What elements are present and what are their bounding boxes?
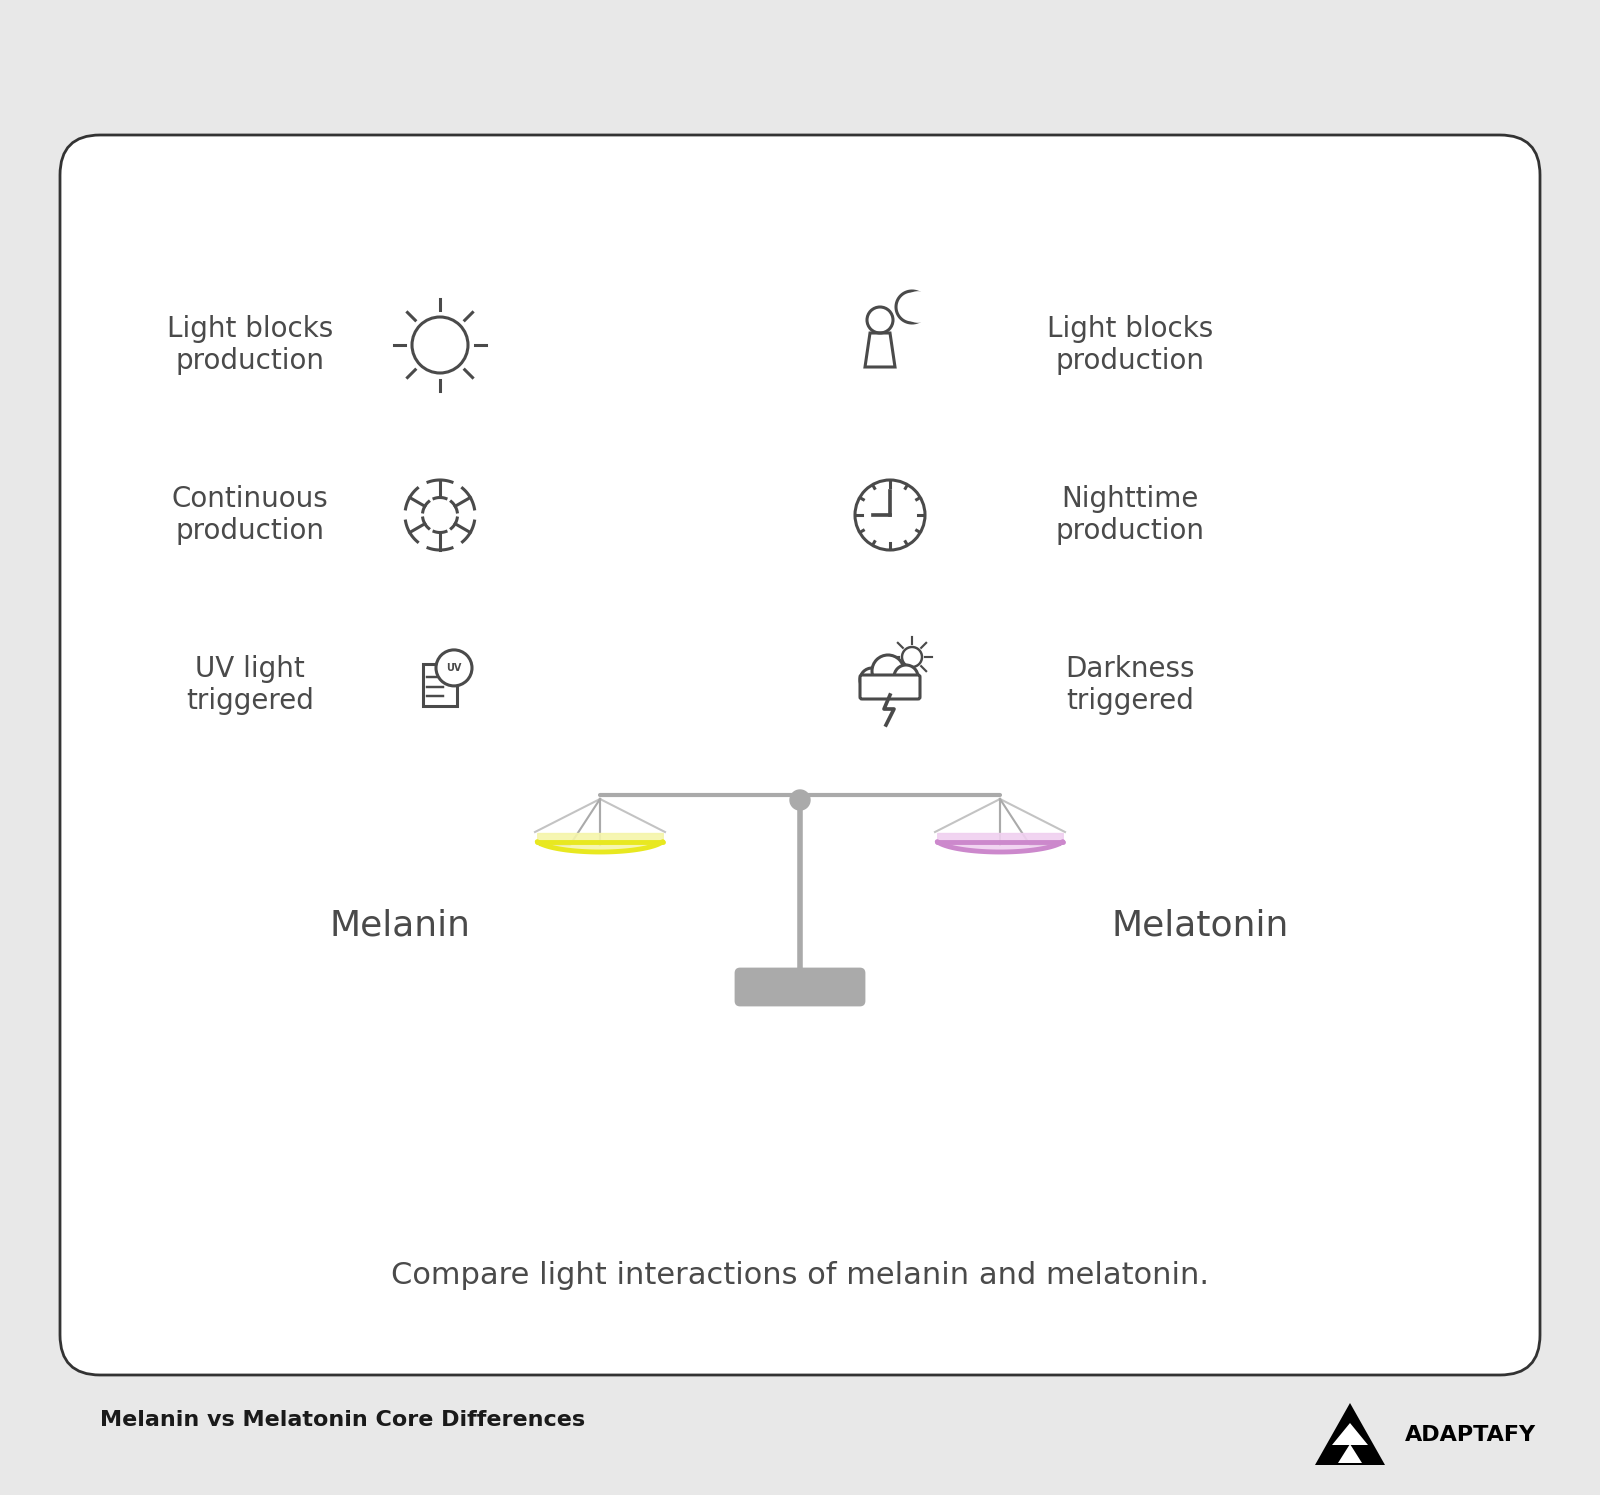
- Text: UV light
triggered: UV light triggered: [186, 655, 314, 715]
- Polygon shape: [1331, 1423, 1368, 1446]
- Text: Darkness
triggered: Darkness triggered: [1066, 655, 1195, 715]
- Text: Nighttime
production: Nighttime production: [1056, 484, 1205, 546]
- Text: Melanin vs Melatonin Core Differences: Melanin vs Melatonin Core Differences: [99, 1410, 586, 1431]
- Polygon shape: [1325, 1437, 1374, 1465]
- FancyBboxPatch shape: [736, 969, 864, 1005]
- Text: Light blocks
production: Light blocks production: [1046, 315, 1213, 375]
- Circle shape: [435, 650, 472, 686]
- FancyBboxPatch shape: [861, 676, 920, 700]
- Circle shape: [790, 789, 810, 810]
- Text: UV: UV: [446, 662, 462, 673]
- Circle shape: [861, 668, 885, 692]
- FancyBboxPatch shape: [61, 135, 1539, 1375]
- Polygon shape: [1315, 1402, 1386, 1465]
- Polygon shape: [1338, 1444, 1362, 1464]
- Text: Light blocks
production: Light blocks production: [166, 315, 333, 375]
- Text: ADAPTAFY: ADAPTAFY: [1405, 1425, 1536, 1446]
- Circle shape: [872, 655, 904, 688]
- Text: Compare light interactions of melanin and melatonin.: Compare light interactions of melanin an…: [390, 1260, 1210, 1290]
- Text: Melanin: Melanin: [330, 907, 470, 942]
- Circle shape: [894, 665, 918, 689]
- Text: Continuous
production: Continuous production: [171, 484, 328, 546]
- Text: Melatonin: Melatonin: [1112, 907, 1288, 942]
